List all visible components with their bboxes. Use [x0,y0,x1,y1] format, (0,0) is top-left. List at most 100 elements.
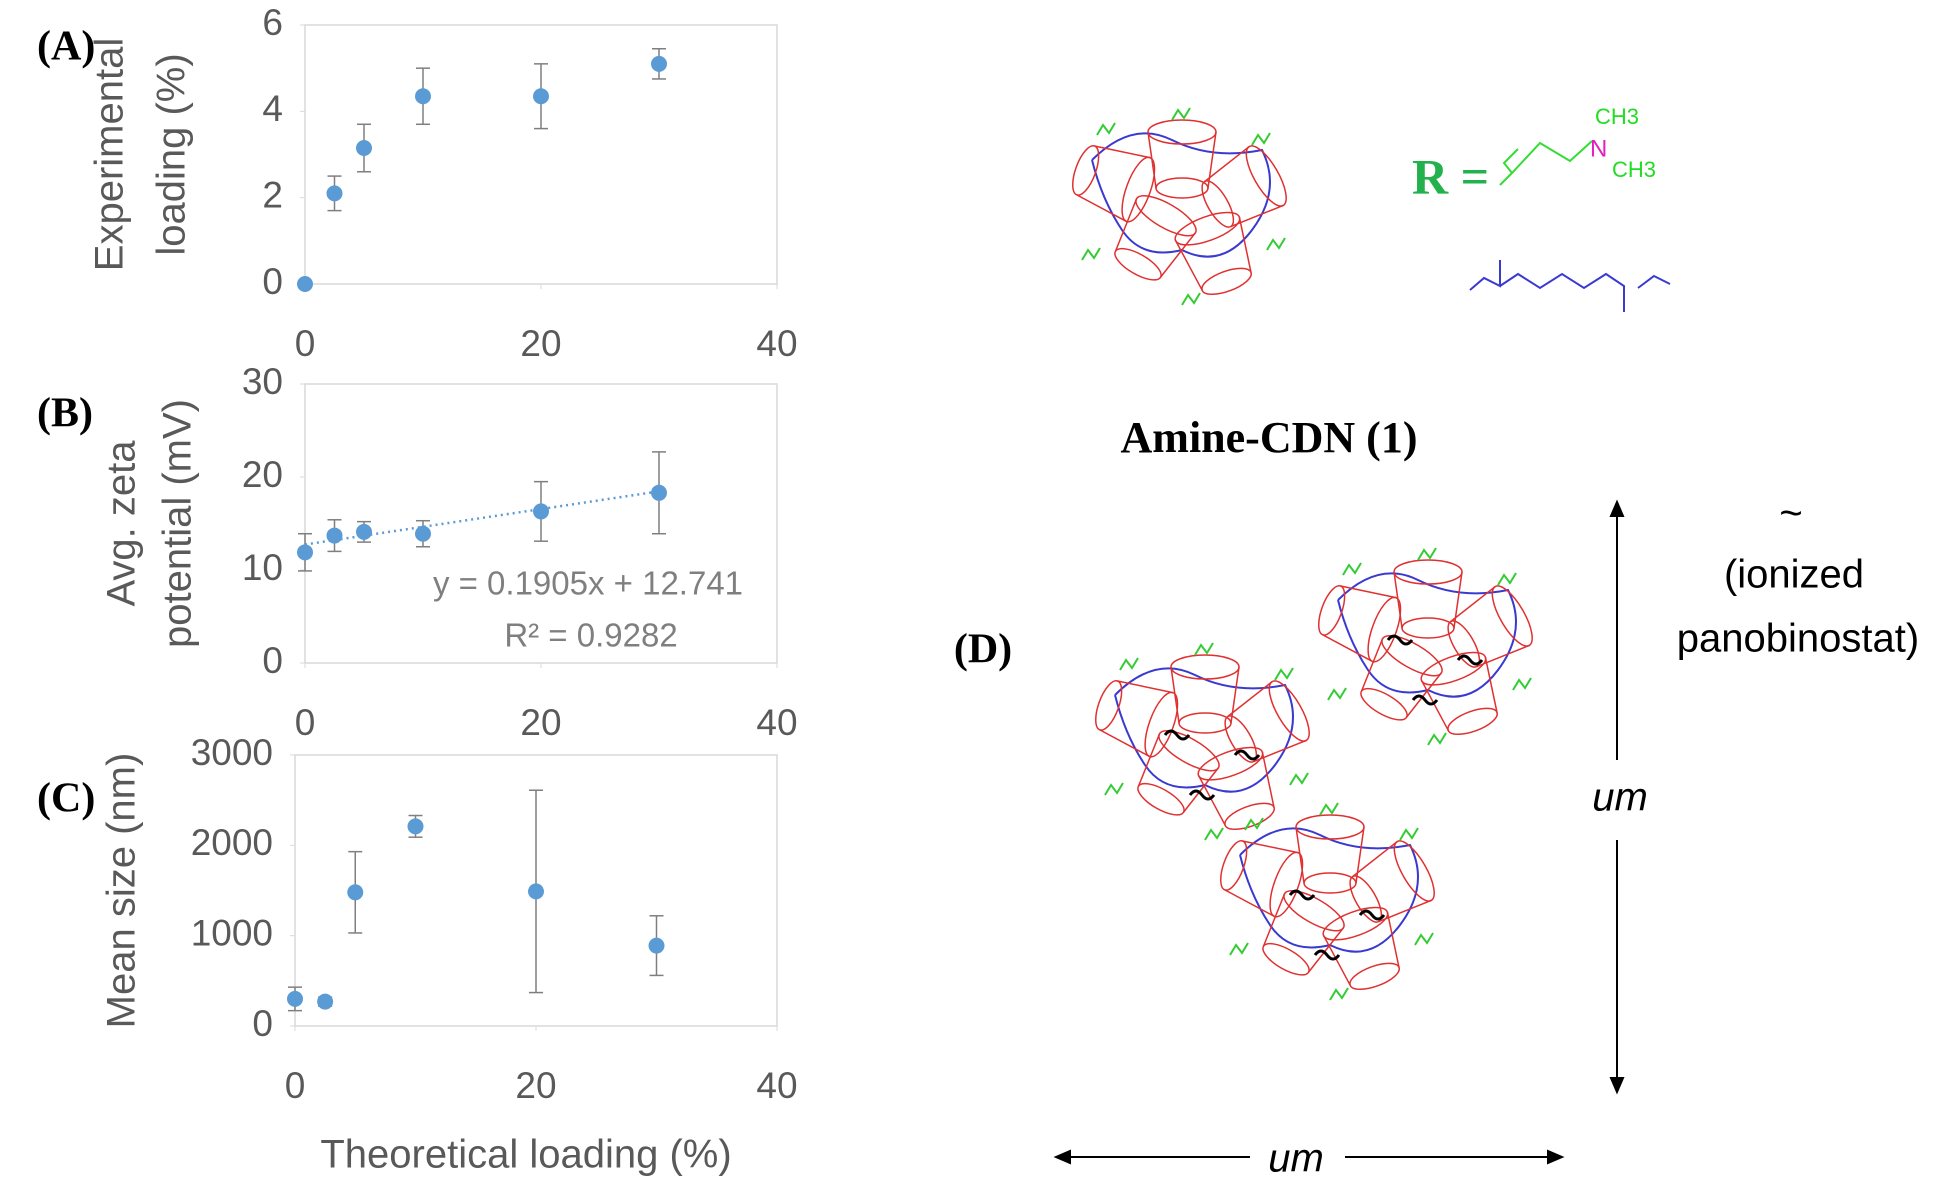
amine-arm [1194,642,1214,656]
edge [1322,934,1351,986]
amine-arm [1329,987,1349,1001]
edge [1261,751,1275,808]
r-label: R = [1412,148,1489,204]
crosslinker [1469,260,1671,312]
edge [1420,679,1449,731]
amine-arm [1081,247,1101,261]
cyclodextrin [1224,680,1310,763]
x-tick-label: 0 [295,702,316,743]
trend-equation: y = 0.1905x + 12.741 [433,565,743,602]
data-point [407,818,424,835]
linker [1239,827,1419,953]
amine-arm [1244,817,1264,831]
edge [1352,840,1398,878]
amine-arm [1266,237,1286,251]
data-point [528,883,544,900]
panel-label: (D) [954,627,1012,673]
amine-arm [1319,802,1339,816]
amine-arm [1229,942,1249,956]
ring [1303,872,1357,894]
cyclodextrin [1197,746,1275,830]
y-tick-label: 6 [262,2,283,43]
ring [1269,851,1304,918]
y-tick-label: 20 [242,454,283,495]
data-point [326,527,343,544]
cyclodextrin [1360,635,1443,721]
data-point [415,525,431,542]
edge [1137,733,1161,787]
y-tick-label: 3000 [191,732,273,773]
amine-arm [1427,732,1447,746]
cyclodextrin [1220,840,1304,918]
ring [1367,596,1402,663]
cyclodextrin [1420,651,1498,735]
ch3-label: CH3 [1595,104,1639,129]
ring [1144,691,1179,758]
y-axis-label: potential (mV) [156,399,200,648]
linker [1114,667,1294,793]
data-point [651,484,667,501]
edge [1170,666,1180,724]
data-point [648,937,665,954]
compound-name: Amine-CDN (1) [1121,413,1418,462]
edge [1224,889,1276,918]
x-tick-label: 0 [285,1065,306,1106]
ch3-label: CH3 [1612,157,1656,182]
cyclodextrin [1174,211,1252,295]
edge [1207,131,1217,189]
panel-label: (B) [37,391,93,437]
drug [1288,889,1316,901]
data-point [347,884,364,901]
amine-arm [1181,292,1201,306]
amine-arm [1251,132,1271,146]
edge [1307,927,1345,973]
data-point [287,990,303,1007]
panel-label: (C) [37,776,95,822]
data-point [533,88,549,105]
amine-arm [1274,667,1294,681]
edge [1386,911,1400,968]
linker [1091,132,1271,258]
drug [1456,654,1484,666]
size-label: um [1592,776,1648,820]
data-point [533,503,549,520]
cyclodextrin [1447,585,1533,668]
molecule-drawing [1072,107,1671,1001]
n-label: N [1590,135,1607,162]
edge [1476,644,1530,668]
drug-label: panobinostat) [1677,617,1919,661]
edge [1117,680,1174,694]
y-tick-label: 0 [262,640,283,681]
cyclodextrin [1072,145,1156,223]
tilde-symbol: ~ [1779,492,1802,536]
ring [1121,156,1156,223]
y-tick-label: 0 [262,261,283,302]
ring [1220,840,1248,891]
ring [1393,559,1463,585]
ring [1137,782,1185,816]
ring [1155,177,1209,199]
linker [1337,572,1517,698]
ring [1174,211,1241,246]
ring [1401,617,1455,639]
edge [1405,672,1443,718]
substituent [1499,140,1593,186]
ring [1114,247,1162,281]
data-point [356,140,372,157]
cyclodextrin [1147,119,1217,199]
edge [1099,729,1151,758]
cyclodextrin [1393,559,1463,639]
y-tick-label: 30 [242,361,283,402]
drug [1188,789,1216,801]
ring [1447,707,1498,735]
ring [1360,687,1408,721]
x-tick-label: 40 [756,1065,797,1106]
data-point [297,544,313,561]
drug [1358,909,1386,921]
ring [1178,712,1232,734]
edge [1393,571,1403,629]
edge [1453,571,1463,629]
edge [1262,893,1286,947]
x-tick-label: 20 [520,323,561,364]
drug [1233,749,1261,761]
